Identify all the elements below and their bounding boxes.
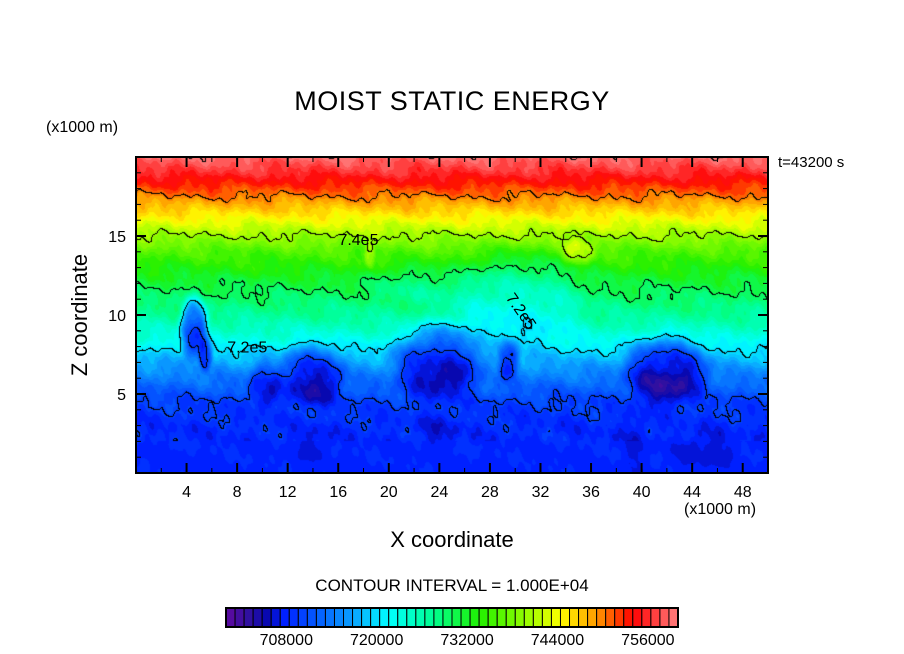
x-tick-label: 4 — [182, 484, 191, 501]
colorbar-swatch — [388, 607, 399, 628]
colorbar-swatch — [596, 607, 607, 628]
colorbar-swatch — [605, 607, 616, 628]
colorbar-swatch — [550, 607, 561, 628]
y-tick-label: 5 — [117, 387, 126, 404]
colorbar-frame — [225, 607, 679, 628]
colorbar-swatch — [297, 607, 308, 628]
x-tick-label: 48 — [734, 484, 752, 501]
y-axis-unit: (x1000 m) — [46, 119, 119, 136]
colorbar-swatch — [379, 607, 390, 628]
x-tick-label: 8 — [233, 484, 242, 501]
x-tick-label: 40 — [633, 484, 651, 501]
x-tick-label: 32 — [532, 484, 550, 501]
y-tick-label: 15 — [108, 229, 126, 246]
colorbar-swatch — [569, 607, 580, 628]
colorbar-tick-label: 708000 — [259, 632, 313, 649]
colorbar-swatch — [234, 607, 245, 628]
colorbar-swatch — [243, 607, 254, 628]
colorbar-swatch — [225, 607, 236, 628]
colorbar-swatch — [487, 607, 498, 628]
contour-label: 7.2e5 — [227, 339, 267, 356]
colorbar-swatch — [559, 607, 571, 628]
contour-label: 7.4e5 — [338, 232, 378, 249]
colorbar-swatch — [623, 607, 634, 628]
x-tick-label: 24 — [430, 484, 448, 501]
colorbar-swatch — [352, 607, 363, 628]
colorbar-swatch — [333, 607, 345, 628]
colorbar-swatch — [650, 607, 661, 628]
x-axis-unit: (x1000 m) — [684, 501, 757, 518]
colorbar-swatch — [361, 607, 372, 628]
colorbar-swatch — [288, 607, 299, 628]
colorbar-tick-label: 732000 — [440, 632, 494, 649]
colorbar-swatch — [505, 607, 516, 628]
colorbar-swatch — [315, 607, 326, 628]
x-tick-label: 36 — [582, 484, 600, 501]
x-tick-label: 20 — [380, 484, 398, 501]
moist-static-energy-field — [136, 157, 768, 473]
colorbar-swatch — [668, 607, 679, 628]
colorbar-swatch — [306, 607, 317, 628]
colorbar-swatch — [641, 607, 652, 628]
colorbar-swatch — [541, 607, 552, 628]
colorbar-swatch — [496, 607, 507, 628]
colorbar-swatch — [469, 607, 480, 628]
colorbar-swatch — [279, 607, 290, 628]
colorbar-tick-label: 744000 — [530, 632, 585, 649]
colorbar-swatch — [460, 607, 471, 628]
colorbar-swatch — [270, 607, 281, 628]
x-axis-label: X coordinate — [390, 527, 514, 552]
colorbar-swatch — [578, 607, 589, 628]
colorbar-swatch — [514, 607, 525, 628]
colorbar-swatch — [614, 607, 625, 628]
x-tick-label: 28 — [481, 484, 499, 501]
time-label: t=43200 s — [778, 154, 845, 171]
colorbar-swatch — [632, 607, 643, 628]
colorbar-swatch — [415, 607, 426, 628]
colorbar-swatch — [424, 607, 435, 628]
colorbar-tick-label: 756000 — [621, 632, 675, 649]
colorbar-swatch — [370, 607, 381, 628]
colorbar-swatch — [406, 607, 417, 628]
colorbar-swatch — [397, 607, 408, 628]
colorbar-swatch — [478, 607, 489, 628]
plot-frame — [135, 156, 769, 474]
colorbar-swatch — [659, 607, 670, 628]
colorbar-swatch — [252, 607, 263, 628]
colorbar-tick-label: 720000 — [349, 632, 404, 649]
colorbar-swatch — [451, 607, 462, 628]
contour-label: 7.2e5 — [502, 290, 539, 333]
colorbar-swatch — [261, 607, 272, 628]
contour-interval-label: CONTOUR INTERVAL = 1.000E+04 — [315, 576, 589, 595]
x-tick-label: 12 — [279, 484, 297, 501]
colorbar-swatch — [442, 607, 453, 628]
colorbar-swatch — [523, 607, 534, 628]
y-tick-label: 10 — [108, 308, 126, 325]
x-tick-label: 16 — [329, 484, 347, 501]
x-tick-label: 44 — [683, 484, 701, 501]
chart-title: MOIST STATIC ENERGY — [294, 86, 610, 116]
colorbar-swatch — [532, 607, 543, 628]
colorbar-swatch — [433, 607, 444, 628]
colorbar-swatch — [324, 607, 335, 628]
colorbar-swatch — [587, 607, 598, 628]
colorbar-swatch — [343, 607, 354, 628]
